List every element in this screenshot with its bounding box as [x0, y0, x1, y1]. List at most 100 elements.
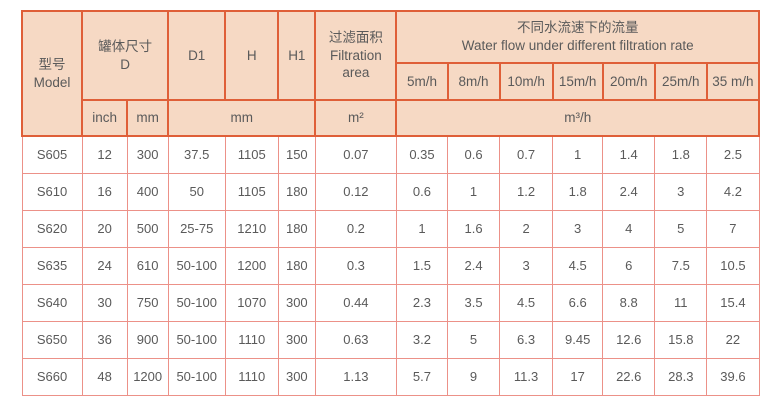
- flow-cell: 0.6: [395, 172, 449, 211]
- flow-cell: 1.6: [446, 209, 501, 248]
- flow-cell: 3: [654, 172, 708, 211]
- flow-cell: 5: [654, 209, 708, 248]
- col-header-filtration-zh: 过滤面积: [328, 30, 383, 46]
- flow-cell: 3.2: [395, 320, 449, 359]
- flow-cell: 9: [446, 357, 501, 396]
- h1-cell: 300: [277, 320, 316, 359]
- flow-cell: 11.3: [499, 357, 554, 396]
- col-header-model: 型号 Model: [20, 10, 84, 137]
- d1-cell: 50-100: [167, 246, 226, 285]
- col-header-rate-5: 5m/h: [395, 62, 449, 101]
- model-cell: S640: [21, 283, 83, 322]
- inch-cell: 36: [81, 320, 128, 359]
- flow-cell: 39.6: [706, 357, 760, 396]
- table-row: S635 24 610 50-100 1200 180 0.3 1.5 2.4 3 4.5 6 7.5 1…: [21, 246, 760, 285]
- model-cell: S635: [21, 246, 83, 285]
- col-header-rate-15: 15m/h: [551, 62, 604, 101]
- flow-cell: 4: [602, 209, 656, 248]
- flow-cell: 1.8: [654, 135, 708, 174]
- flow-cell: 5: [446, 320, 501, 359]
- flow-cell: 1.2: [499, 172, 554, 211]
- flow-cell: 4.2: [706, 172, 760, 211]
- model-cell: S660: [21, 357, 83, 396]
- inch-cell: 48: [81, 357, 128, 396]
- inch-cell: 30: [81, 283, 128, 322]
- flow-cell: 5.7: [395, 357, 449, 396]
- inch-cell: 20: [81, 209, 128, 248]
- flow-cell: 2.4: [446, 246, 501, 285]
- flow-cell: 22: [706, 320, 760, 359]
- inch-cell: 12: [81, 135, 128, 174]
- flow-cell: 2.5: [706, 135, 760, 174]
- col-header-filtration-en1: Filtration: [330, 47, 382, 63]
- table-row: S640 30 750 50-100 1070 300 0.44 2.3 3.5 4.5 6.6 8.…: [21, 283, 760, 322]
- flow-cell: 17: [552, 357, 604, 396]
- col-header-rate-8: 8m/h: [446, 62, 501, 101]
- filtration-spec-table: 型号 Model 罐体尺寸 D D1 H H1 过滤面积 Filtration …: [20, 10, 761, 396]
- col-header-rate-35: 35 m/h: [705, 62, 761, 101]
- mm-cell: 610: [126, 246, 169, 285]
- unit-header-inch: inch: [81, 99, 129, 137]
- h1-cell: 150: [277, 135, 316, 174]
- unit-header-m2: m²: [314, 99, 398, 137]
- flow-cell: 1: [552, 135, 604, 174]
- flow-cell: 7: [706, 209, 760, 248]
- flow-cell: 2.3: [395, 283, 449, 322]
- flow-cell: 1: [446, 172, 501, 211]
- model-cell: S650: [21, 320, 83, 359]
- flow-cell: 1: [395, 209, 449, 248]
- col-header-water-flow: 不同水流速下的流量 Water flow under different fil…: [395, 10, 760, 64]
- d1-cell: 50-100: [167, 283, 226, 322]
- flow-cell: 6: [602, 246, 656, 285]
- h1-cell: 300: [277, 283, 316, 322]
- col-header-water-flow-en: Water flow under different filtration ra…: [461, 38, 694, 53]
- flow-cell: 11: [654, 283, 708, 322]
- unit-header-m3h: m³/h: [395, 99, 760, 137]
- flow-cell: 12.6: [602, 320, 656, 359]
- flow-cell: 1.4: [602, 135, 656, 174]
- mm-cell: 1200: [126, 357, 169, 396]
- mm-cell: 750: [126, 283, 169, 322]
- d1-cell: 50: [167, 172, 226, 211]
- d1-cell: 25-75: [167, 209, 226, 248]
- table-row: S660 48 1200 50-100 1110 300 1.13 5.7 9 11.3 17 22.…: [21, 357, 760, 396]
- col-header-rate-25: 25m/h: [653, 62, 708, 101]
- h1-cell: 180: [277, 246, 316, 285]
- h-cell: 1105: [224, 135, 279, 174]
- unit-header-mm-span: mm: [167, 99, 317, 137]
- d1-cell: 50-100: [167, 357, 226, 396]
- col-header-model-en: Model: [33, 74, 71, 90]
- col-header-rate-20: 20m/h: [601, 62, 656, 101]
- h-cell: 1070: [224, 283, 279, 322]
- col-header-tank-size-en: D: [120, 56, 130, 72]
- h1-cell: 180: [277, 209, 316, 248]
- h-cell: 1110: [224, 357, 279, 396]
- flow-cell: 28.3: [654, 357, 708, 396]
- area-cell: 0.2: [314, 209, 397, 248]
- flow-cell: 6.3: [499, 320, 554, 359]
- flow-cell: 0.7: [499, 135, 554, 174]
- flow-cell: 6.6: [552, 283, 604, 322]
- col-header-water-flow-zh: 不同水流速下的流量: [516, 20, 639, 36]
- flow-cell: 8.8: [602, 283, 656, 322]
- table-body: S605 12 300 37.5 1105 150 0.07 0.35 0.6 0.7 1 1.4 1.…: [21, 135, 760, 396]
- flow-cell: 3: [499, 246, 554, 285]
- h-cell: 1105: [224, 172, 279, 211]
- model-cell: S605: [21, 135, 83, 174]
- flow-cell: 2: [499, 209, 554, 248]
- h1-cell: 300: [277, 357, 316, 396]
- table-row: S620 20 500 25-75 1210 180 0.2 1 1.6 2 3 4 5 7: [21, 209, 760, 248]
- flow-cell: 10.5: [706, 246, 760, 285]
- flow-cell: 22.6: [602, 357, 656, 396]
- table-row: S650 36 900 50-100 1110 300 0.63 3.2 5 6.3 9.45 12.…: [21, 320, 760, 359]
- area-cell: 0.12: [314, 172, 397, 211]
- area-cell: 0.3: [314, 246, 397, 285]
- flow-cell: 9.45: [552, 320, 604, 359]
- flow-cell: 3: [552, 209, 604, 248]
- flow-cell: 15.4: [706, 283, 760, 322]
- mm-cell: 400: [126, 172, 169, 211]
- inch-cell: 24: [81, 246, 128, 285]
- col-header-h1: H1: [277, 10, 317, 101]
- area-cell: 1.13: [314, 357, 397, 396]
